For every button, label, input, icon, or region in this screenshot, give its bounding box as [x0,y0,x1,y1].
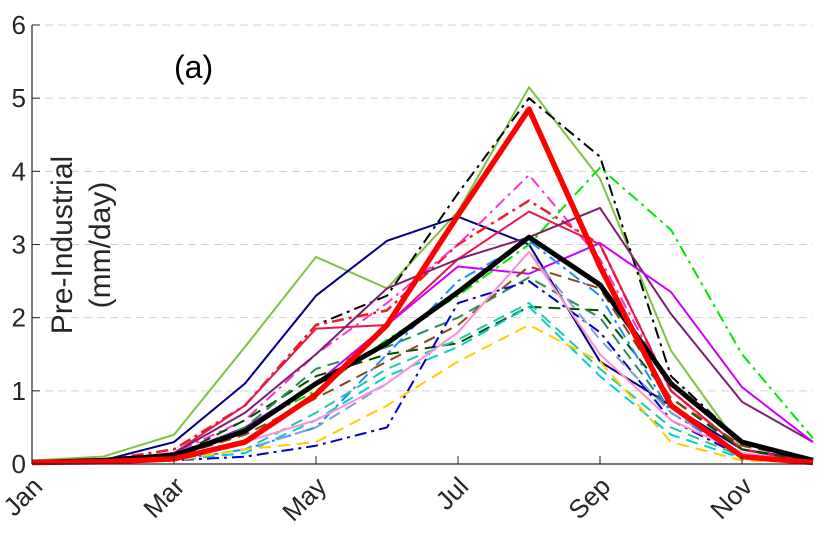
x-tick-labels: Jan Mar May Jul Sep Nov [0,471,758,527]
grid-lines [32,24,813,392]
y-tick-label: 3 [12,230,26,260]
series-line-3 [31,97,814,464]
y-tick-label: 4 [12,156,26,186]
panel-label: (a) [174,49,213,85]
series-line-18 [31,323,814,464]
series-line-19 [31,250,814,464]
x-tick-label: Sep [562,471,616,525]
y-tick-label: 2 [12,303,26,333]
axes [31,24,813,465]
x-tick-label: Jan [0,471,48,522]
y-tick-label: 0 [12,449,26,479]
y-axis-label-line-1: Pre-Industrial [46,156,79,334]
y-tick-label: 5 [12,83,26,113]
y-axis-label: Pre-Industrial (mm/day) [46,156,117,334]
x-tick-label: May [276,471,332,527]
y-axis-label-line-2: (mm/day) [84,182,117,309]
x-tick-label: Nov [704,471,758,525]
series-line-20 [31,234,814,466]
x-tick-label: Mar [137,471,190,524]
y-tick-labels: 0 1 2 3 4 5 6 [12,10,26,479]
y-tick-label: 6 [12,10,26,40]
series-lines [31,86,814,466]
x-tick-label: Jul [430,471,475,516]
series-line-11 [31,265,814,464]
series-line-4 [31,199,814,464]
series-line-12 [31,276,814,464]
y-tick-label: 1 [12,376,26,406]
series-line-21 [31,106,814,466]
series-line-1 [31,86,814,462]
series-line-14 [31,280,814,464]
